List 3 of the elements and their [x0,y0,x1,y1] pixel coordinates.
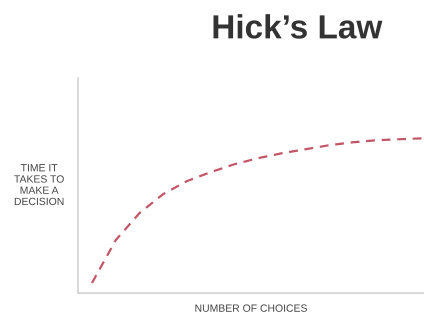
x-axis-title: NUMBER OF CHOICES [195,304,307,312]
y-axis-title: TIME IT TAKES TO MAKE A DECISION [14,164,64,206]
chart-title: Hick’s Law [214,14,382,39]
